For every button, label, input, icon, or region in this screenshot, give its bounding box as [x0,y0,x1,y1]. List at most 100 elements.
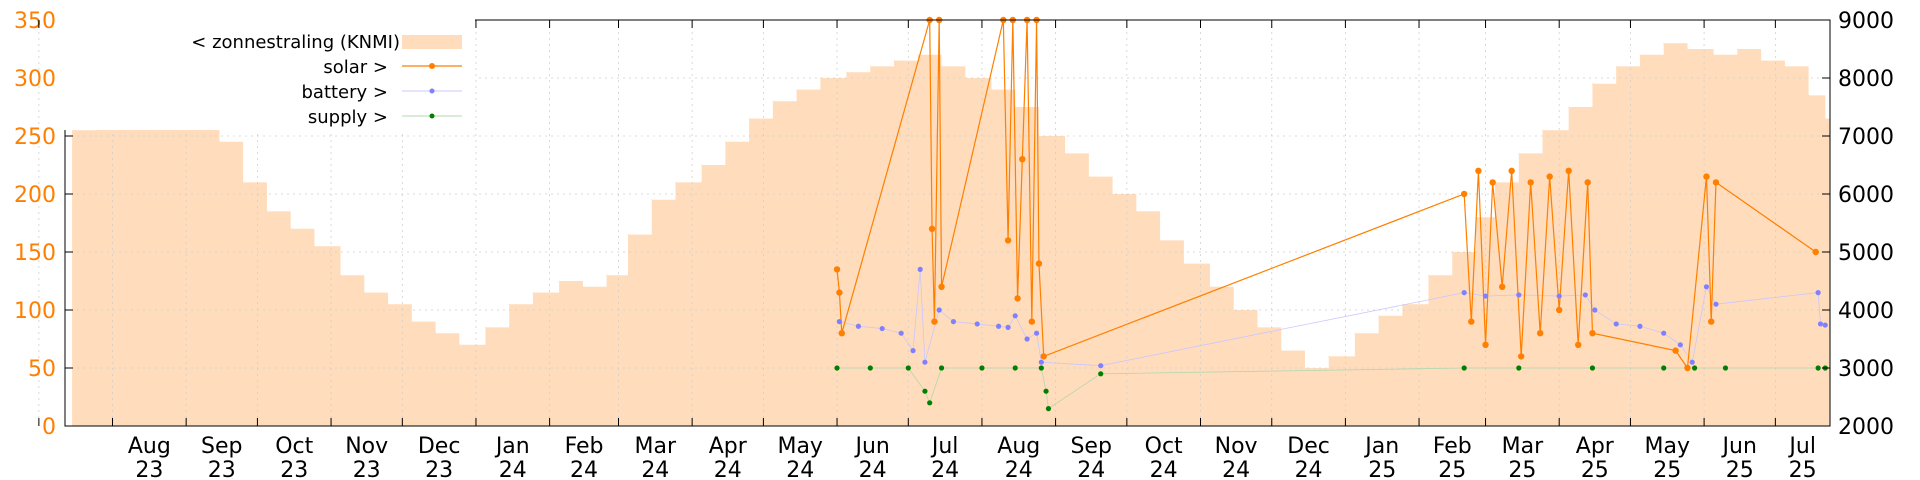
tick-label-year: 24 [1222,458,1250,480]
point-battery [879,325,885,332]
area-point-zonnestralingknmi [340,274,342,276]
tick-label-year: 25 [1726,458,1754,480]
area-point-zonnestralingknmi [1209,286,1211,288]
area-zonnestralingknmi [72,43,1831,426]
point-supply [1461,365,1467,371]
area-point-zonnestralingknmi [1808,94,1810,96]
area-point-zonnestralingknmi [1159,239,1161,241]
tick-label-left: 250 [14,125,56,150]
point-solar [1468,318,1475,325]
point-battery [1592,307,1598,313]
area-point-zonnestralingknmi [1233,309,1235,311]
area-point-zonnestralingknmi [1014,106,1016,108]
tick-label-year: 24 [714,458,742,480]
tick-label-year: 24 [641,458,669,480]
point-battery [1822,322,1828,328]
point-battery [1713,301,1719,307]
area-point-zonnestralingknmi [435,332,437,334]
point-solar [1584,179,1591,186]
point-solar [838,330,845,337]
tick-label-month: Jan [494,434,530,459]
area-point-zonnestralingknmi [917,54,919,56]
point-battery [1677,342,1683,348]
tick-label-month: Aug [997,434,1040,459]
point-supply [938,365,945,371]
point-supply [1098,371,1104,377]
tick-label-month: Sep [201,434,242,459]
tick-label-year: 24 [1295,458,1323,480]
point-battery [898,330,904,336]
point-solar [1684,364,1691,372]
point-battery [950,319,957,325]
point-supply [1038,365,1044,371]
point-battery [1556,293,1562,299]
tick-label-year: 23 [425,458,453,480]
point-supply [1661,365,1667,371]
area-point-zonnestralingknmi [1088,176,1090,178]
point-battery [1098,363,1104,369]
point-solar [1489,179,1496,186]
line-solar [836,19,1817,370]
tick-label-left: 50 [28,357,56,382]
area-point-zonnestralingknmi [819,77,821,79]
tick-label-year: 23 [353,458,381,480]
point-supply [1722,365,1729,371]
tick-label-month: Apr [1576,434,1615,459]
area-point-zonnestralingknmi [1663,42,1665,44]
area-point-zonnestralingknmi [1615,65,1617,67]
area-point-zonnestralingknmi [313,245,315,247]
area-point-zonnestralingknmi [627,234,629,236]
area-point-zonnestralingknmi [990,89,992,91]
tick-label-right: 6000 [1838,183,1894,208]
area-point-zonnestralingknmi [846,71,848,73]
point-battery [1703,284,1710,290]
point-solar [1460,190,1468,198]
point-battery [974,321,980,327]
point-battery [1012,313,1018,319]
tick-label-month: Jul [1787,434,1816,459]
point-solar [1589,330,1596,337]
point-supply [922,388,928,394]
point-supply [927,400,933,406]
tick-label-month: Jul [930,434,959,459]
point-supply [905,365,911,371]
legend-marker-supply [429,113,435,119]
tick-label-right: 7000 [1838,125,1894,150]
area-point-zonnestralingknmi [266,210,268,212]
point-supply [1045,406,1052,412]
point-battery [855,323,862,329]
tick-label-month: Sep [1070,434,1111,459]
tick-label-year: 24 [570,458,598,480]
tick-label-left: 0 [42,415,56,440]
area-point-zonnestralingknmi [606,274,608,276]
point-battery [995,323,1002,329]
tick-label-right: 3000 [1838,357,1894,382]
left-axis: 0 50 100 150 200 250 300 350 [14,9,73,440]
tick-label-month: Dec [418,434,461,459]
point-solar [938,283,945,290]
point-battery [1582,292,1588,298]
point-battery [1815,290,1821,296]
point-solar [1508,167,1515,174]
point-solar [1812,248,1819,256]
tick-label-right: 8000 [1838,67,1894,92]
tick-label-year: 23 [208,458,236,480]
area-point-zonnestralingknmi [1257,326,1259,328]
point-supply [1589,365,1596,371]
area-point-zonnestralingknmi [701,164,703,166]
area-point-zonnestralingknmi [1354,332,1356,334]
area-point-zonnestralingknmi [748,118,750,120]
series-solar [836,19,1817,370]
area-point-zonnestralingknmi [1328,355,1330,357]
tick-label-year: 24 [1150,458,1178,480]
point-battery [1461,290,1467,296]
area-point-zonnestralingknmi [1428,274,1430,276]
area-point-zonnestralingknmi [869,65,871,67]
point-solar [1517,353,1525,360]
tick-label-year: 25 [1789,458,1817,480]
point-battery [1817,321,1824,327]
tick-label-year: 25 [1581,458,1609,480]
area-point-zonnestralingknmi [1401,303,1403,305]
